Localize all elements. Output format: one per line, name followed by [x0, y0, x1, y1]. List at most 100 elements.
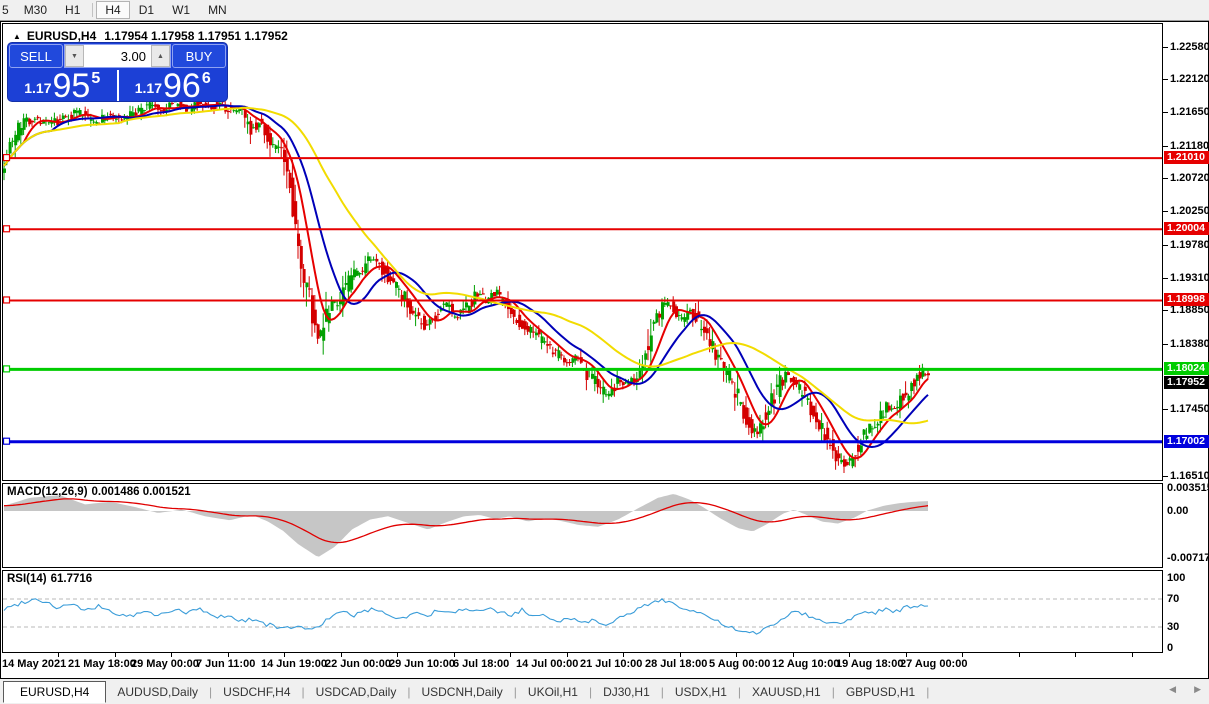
time-axis-label: 27 Aug 00:00 [900, 658, 968, 670]
time-axis-tick [115, 653, 116, 657]
price-tick-label: 1.20250 [1170, 205, 1209, 218]
price-tick-label: 1.19310 [1170, 271, 1209, 284]
time-axis-tick [623, 653, 624, 657]
chart-tab-gbpusd-h1[interactable]: GBPUSD,H1 [845, 684, 916, 699]
chart-tab-bar: EURUSD,H4 AUDUSD,Daily | USDCHF,H4 | USDCAD,D… [0, 679, 1209, 704]
buy-button[interactable]: BUY [172, 44, 226, 68]
time-axis-tick [397, 653, 398, 657]
rsi-pane[interactable] [2, 570, 1163, 653]
price-tick-label: 1.22120 [1170, 73, 1209, 86]
tab-separator: | [831, 684, 835, 699]
macd-axis-label: 0.00 [1167, 505, 1189, 517]
chart-tab-usdchf-h4[interactable]: USDCHF,H4 [223, 684, 291, 699]
tab-separator: | [660, 684, 664, 699]
timeframe-button-5[interactable]: 5 [2, 3, 9, 17]
volume-spinner: ▼ 3.00 ▲ [64, 44, 171, 68]
time-axis-tick [849, 653, 850, 657]
time-axis-label: 21 Jul 10:00 [580, 658, 643, 670]
chart-tab-usdcad-daily[interactable]: USDCAD,Daily [315, 684, 397, 699]
chart-title-quotes: 1.17954 1.17958 1.17951 1.17952 [104, 29, 288, 43]
macd-axis-label: -0.007178 [1167, 552, 1209, 565]
chart-tab-usdx-h1[interactable]: USDX,H1 [674, 684, 727, 699]
rsi-value: 61.7716 [50, 573, 93, 585]
macd-name: MACD(12,26,9) [7, 486, 88, 498]
price-line-tag: 1.18024 [1164, 362, 1209, 376]
time-axis-label: 14 Jul 00:00 [516, 658, 579, 670]
time-axis-label: 14 May 2021 [2, 658, 67, 670]
chart-tab-xauusd-h1[interactable]: XAUUSD,H1 [752, 684, 821, 699]
time-axis-tick [1019, 653, 1020, 657]
volume-decrease-button[interactable]: ▼ [65, 45, 84, 67]
timeframe-button-w1[interactable]: W1 [172, 3, 191, 17]
chart-tab-dj30-h1[interactable]: DJ30,H1 [603, 684, 650, 699]
price-tick-mark [1163, 343, 1168, 345]
tab-scroll-arrows: ◀ ▶ [1169, 684, 1201, 695]
chart-tab-audusd-daily[interactable]: AUDUSD,Daily [117, 684, 199, 699]
price-tick-label: 1.19780 [1170, 238, 1209, 251]
chart-tab-ukoil-h1[interactable]: UKOil,H1 [527, 684, 578, 699]
tab-separator: | [513, 684, 517, 699]
tab-separator: | [301, 684, 305, 699]
timeframe-button-h4[interactable]: H4 [96, 1, 130, 19]
buy-price[interactable]: 1.17 96 6 [119, 67, 228, 105]
volume-increase-button[interactable]: ▲ [151, 45, 170, 67]
price-line-tag: 1.20004 [1164, 222, 1209, 236]
time-axis-tick [228, 653, 229, 657]
timeframe-toolbar: 5 M30 H1 H4 D1 W1 MN [0, 0, 1209, 21]
buy-price-point: 6 [201, 70, 211, 87]
sell-price-figure: 1.17 [24, 80, 52, 96]
collapse-arrow-icon[interactable]: ▲ [13, 32, 21, 41]
time-axis-tick [341, 653, 342, 657]
buy-price-pips: 96 [163, 67, 201, 105]
macd-indicator-label: MACD(12,26,9) 0.001486 0.001521 [7, 486, 195, 498]
time-axis-tick [962, 653, 963, 657]
timeframe-button-m30[interactable]: M30 [23, 3, 48, 17]
trade-panel-price-row: 1.17 95 5 1.17 96 6 [8, 67, 228, 105]
time-axis-label: 29 May 00:00 [131, 658, 199, 670]
volume-input[interactable]: 3.00 [120, 49, 146, 64]
time-axis-label: 7 Jun 11:00 [196, 658, 256, 670]
time-axis-tick [171, 653, 172, 657]
buy-price-figure: 1.17 [134, 80, 162, 96]
price-tick-mark [1163, 46, 1168, 48]
price-tick-label: 1.22580 [1170, 40, 1209, 53]
sell-button[interactable]: SELL [9, 44, 63, 68]
price-tick-mark [1163, 79, 1168, 81]
macd-values: 0.001486 0.001521 [91, 486, 191, 498]
price-tick-mark [1163, 112, 1168, 114]
price-line-tag: 1.17002 [1164, 434, 1209, 448]
chart-tab-eurusd-h4[interactable]: EURUSD,H4 [3, 680, 107, 703]
tab-scroll-right-button[interactable]: ▶ [1194, 684, 1201, 694]
toolbar-separator [92, 3, 94, 17]
time-axis-label: 5 Aug 00:00 [709, 658, 771, 670]
price-tick-label: 1.21180 [1170, 139, 1209, 152]
time-axis-tick [58, 653, 59, 657]
price-tick-mark [1163, 310, 1168, 312]
timeframe-button-d1[interactable]: D1 [138, 3, 155, 17]
time-axis-tick [510, 653, 511, 657]
timeframe-button-h1[interactable]: H1 [65, 3, 81, 17]
price-tick-mark [1163, 145, 1168, 147]
rsi-indicator-label: RSI(14) 61.7716 [7, 573, 96, 585]
price-tick-mark [1163, 211, 1168, 213]
macd-axis-label: 0.003515 [1167, 481, 1209, 494]
chart-title: ▲ EURUSD,H4 1.17954 1.17958 1.17951 1.1795… [13, 29, 288, 43]
time-axis-tick [680, 653, 681, 657]
price-tick-mark [1163, 244, 1168, 246]
sell-price[interactable]: 1.17 95 5 [8, 69, 117, 103]
timeframe-button-mn[interactable]: MN [208, 3, 227, 17]
time-axis-tick [1132, 653, 1133, 657]
price-tick-label: 1.18850 [1170, 304, 1209, 317]
time-axis-label: 21 May 18:00 [68, 658, 136, 670]
time-axis-tick [736, 653, 737, 657]
rsi-name: RSI(14) [7, 573, 47, 585]
price-tick-mark [1163, 178, 1168, 180]
time-axis-tick [284, 653, 285, 657]
bid-price-tag: 1.17952 [1164, 376, 1209, 390]
price-line-tag: 1.18998 [1164, 293, 1209, 307]
chart-tab-usdcnh-daily[interactable]: USDCNH,Daily [421, 684, 503, 699]
price-tick-label: 1.17450 [1170, 403, 1209, 416]
rsi-axis-label: 30 [1167, 621, 1180, 633]
tab-scroll-left-button[interactable]: ◀ [1169, 684, 1177, 694]
